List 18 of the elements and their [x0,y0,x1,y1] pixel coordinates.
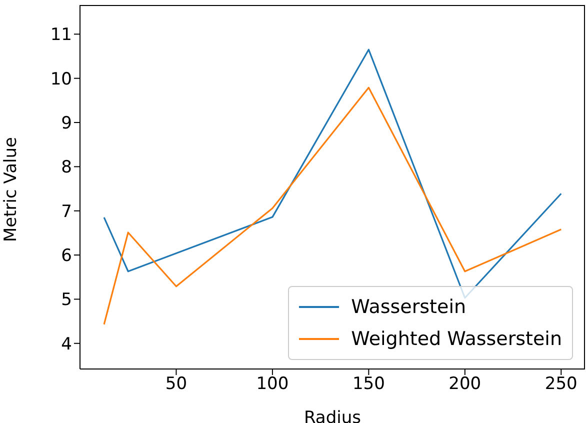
x-axis-title: Radius [304,408,362,423]
y-tick-label: 9 [61,114,72,134]
line-series [103,86,562,326]
y-tick-label: 6 [61,246,72,266]
x-tick-label: 250 [544,374,578,394]
y-tick-label: 10 [50,69,72,90]
y-tick-label: 4 [61,334,72,354]
x-tick-label: 200 [448,374,482,394]
y-tick-label: 11 [50,25,72,46]
x-tick-label: 50 [165,374,188,394]
y-tick-label: 5 [61,290,72,310]
y-axis-title: Metric Value [1,137,22,242]
y-tick-label: 7 [61,202,72,222]
x-tick-label: 100 [256,374,289,394]
x-tick-label: 150 [352,374,385,394]
legend-label: Wasserstein [351,296,466,318]
y-tick-label: 8 [61,158,72,178]
legend-label: Weighted Wasserstein [351,328,562,350]
